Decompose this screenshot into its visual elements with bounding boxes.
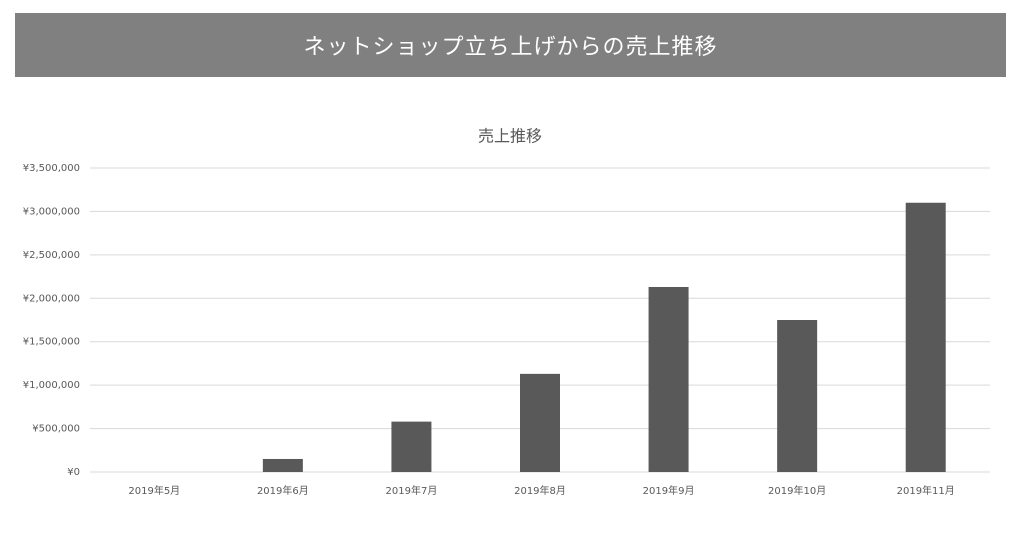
y-tick-label: ¥0 [67, 467, 80, 478]
y-tick-label: ¥3,500,000 [23, 163, 80, 174]
bar [777, 320, 818, 472]
x-tick-label: 2019年5月 [128, 484, 180, 497]
bar [262, 458, 303, 472]
x-tick-label: 2019年8月 [514, 484, 566, 497]
bar [391, 421, 432, 472]
x-tick-label: 2019年11月 [897, 484, 955, 497]
x-tick-label: 2019年6月 [257, 484, 309, 497]
y-tick-label: ¥2,000,000 [23, 293, 80, 304]
bar [520, 373, 560, 472]
bar [905, 202, 946, 472]
y-tick-label: ¥3,000,000 [23, 206, 80, 217]
x-tick-label: 2019年9月 [643, 484, 695, 497]
y-tick-label: ¥1,000,000 [23, 380, 80, 391]
y-tick-label: ¥2,500,000 [23, 250, 80, 261]
x-tick-label: 2019年10月 [768, 484, 826, 497]
x-tick-label: 2019年7月 [386, 484, 438, 497]
chart-title: 売上推移 [478, 127, 542, 146]
bar [648, 286, 689, 472]
header-title: ネットショップ立ち上げからの売上推移 [15, 13, 1006, 77]
y-tick-label: ¥1,500,000 [23, 337, 80, 348]
y-tick-label: ¥500,000 [32, 424, 80, 435]
